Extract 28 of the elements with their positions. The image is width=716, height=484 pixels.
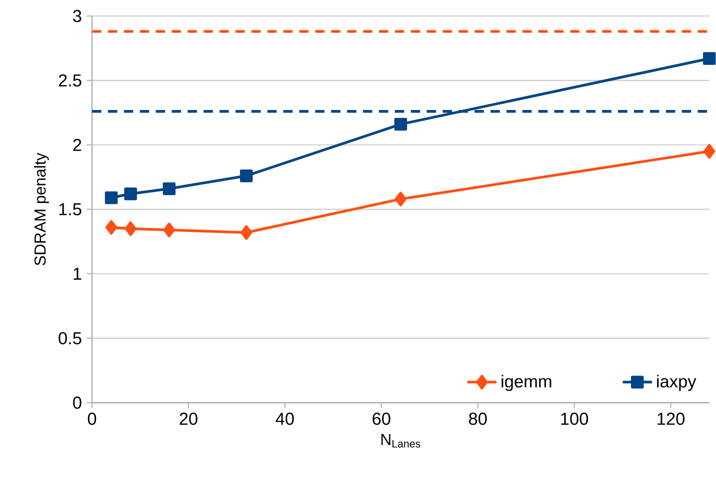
y-tick-label: 2 [73,138,82,151]
x-tick-label: 100 [561,412,588,425]
x-tick-label: 80 [468,412,487,425]
point [124,187,137,200]
point [104,191,118,204]
point [105,220,118,235]
point [124,221,136,236]
x-tick-label: 40 [276,412,294,425]
point [240,169,253,182]
x-axis-title: N$_{Lanes}$ [381,434,420,448]
legend-label: iaxpy [657,374,696,391]
point [163,222,175,238]
y-tick-label: 2.5 [58,74,82,87]
legend-label: igemm [502,374,552,391]
point [240,225,252,240]
y-tick-label: 3 [73,10,82,22]
x-tick-label: 20 [180,412,198,425]
y-tick-label: 0.5 [58,332,82,344]
y-tick-label: 0 [73,396,82,409]
point [394,192,406,206]
point [162,182,176,196]
x-tick-label: 0 [88,412,96,425]
point [394,118,408,131]
y-tick-label: 1 [74,268,82,280]
x-tick-label: 60 [372,412,390,425]
x-tick-label: 120 [658,412,684,425]
y-axis-title: SDRAM penalty [34,152,49,266]
y-tick-label: 1.5 [59,203,82,216]
